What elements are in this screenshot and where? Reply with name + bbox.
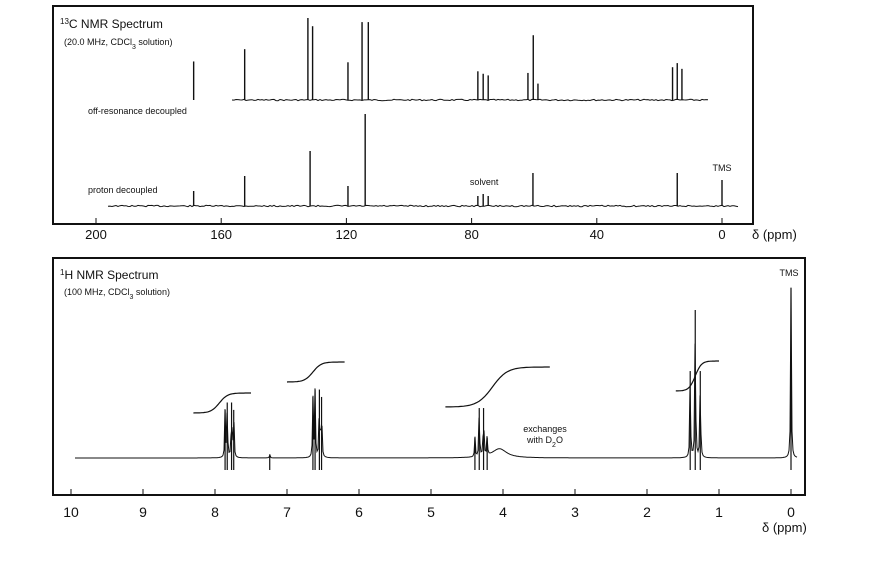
c13-proton-decoupled-label: proton decoupled: [88, 185, 158, 195]
h1-x-axis-label: δ (ppm): [762, 520, 807, 535]
c13-proton-decoupled-trace: [107, 204, 739, 208]
c13-x-axis-ticks: 200 160 120 80 40 0: [85, 218, 726, 242]
h1-peaks: [224, 287, 792, 470]
h1-x-tick-label: 3: [571, 504, 579, 520]
h1-x-tick-label: 4: [499, 504, 507, 520]
h1-x-tick-label: 2: [643, 504, 651, 520]
h1-x-tick-label: 10: [63, 504, 79, 520]
c13-x-tick-label: 40: [590, 227, 604, 242]
h1-x-tick-label: 0: [787, 504, 795, 520]
c13-tms-annotation: TMS: [713, 163, 732, 173]
h1-integral-curve: [675, 360, 719, 392]
c13-frame: [52, 5, 754, 225]
c13-x-tick-label: 0: [718, 227, 725, 242]
h1-x-tick-label: 7: [283, 504, 291, 520]
h1-frame: [52, 257, 806, 496]
h1-spectrum-trace: [75, 287, 798, 459]
c13-off-resonance-label: off-resonance decoupled: [88, 106, 187, 116]
h1-integral-curve: [193, 392, 251, 414]
c13-x-axis-label: δ (ppm): [752, 227, 797, 242]
c13-panel: 13C NMR Spectrum (20.0 MHz, CDCl3 soluti…: [52, 5, 797, 242]
c13-off-resonance-trace: [231, 98, 709, 102]
h1-x-tick-label: 1: [715, 504, 723, 520]
h1-x-tick-label: 6: [355, 504, 363, 520]
c13-x-tick-label: 80: [464, 227, 478, 242]
c13-subtitle: (20.0 MHz, CDCl3 solution): [64, 37, 172, 51]
c13-title: 13C NMR Spectrum: [60, 17, 163, 32]
h1-exchange-note-line1: exchanges: [523, 424, 567, 434]
c13-off-resonance-peaks: [192, 18, 683, 100]
h1-x-tick-label: 5: [427, 504, 435, 520]
h1-tms-annotation: TMS: [780, 268, 799, 278]
h1-x-tick-label: 8: [211, 504, 219, 520]
c13-x-tick-label: 200: [85, 227, 107, 242]
h1-subtitle: (100 MHz, CDCl3 solution): [64, 287, 170, 301]
h1-panel: 1H NMR Spectrum (100 MHz, CDCl3 solution…: [52, 257, 807, 535]
h1-title: 1H NMR Spectrum: [60, 268, 158, 283]
c13-x-tick-label: 120: [336, 227, 358, 242]
h1-integral-curves: [193, 360, 719, 414]
h1-x-axis-ticks: 10 9 8 7 6 5 4 3 2 1 0: [63, 489, 795, 520]
h1-integral-curve: [286, 361, 345, 383]
h1-integral-curve: [445, 366, 550, 408]
c13-proton-decoupled-peaks: [192, 114, 723, 206]
h1-x-tick-label: 9: [139, 504, 147, 520]
c13-x-tick-label: 160: [210, 227, 232, 242]
c13-solvent-annotation: solvent: [470, 177, 499, 187]
h1-exchange-note-line2: with D2O: [526, 435, 563, 449]
